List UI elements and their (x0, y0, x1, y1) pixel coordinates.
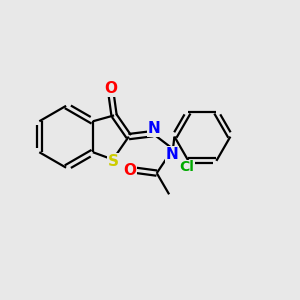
Text: O: O (123, 163, 136, 178)
Text: N: N (166, 147, 179, 162)
Text: N: N (148, 121, 160, 136)
Text: O: O (105, 81, 118, 96)
Text: Cl: Cl (179, 160, 194, 174)
Text: S: S (107, 154, 118, 169)
